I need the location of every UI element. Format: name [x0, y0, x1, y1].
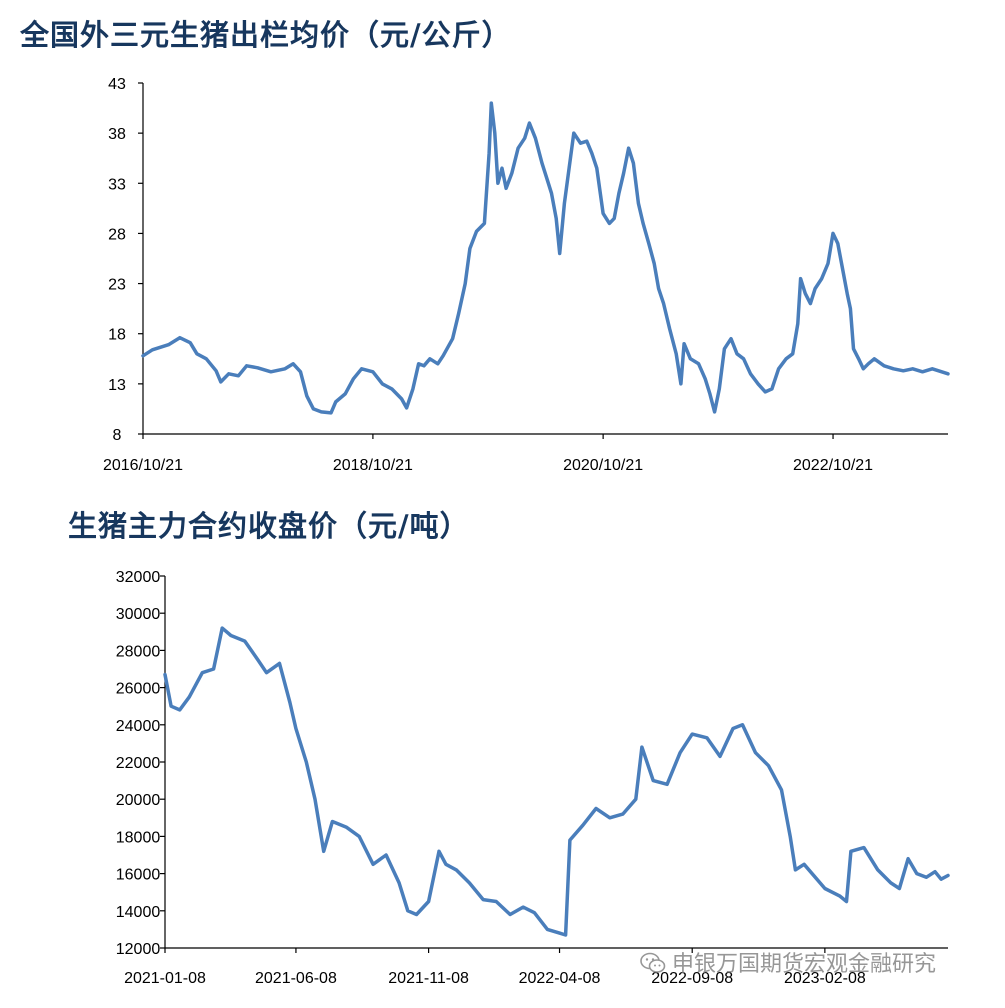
watermark-text: 申银万国期货宏观金融研究 — [672, 952, 937, 977]
y-tick-label: 33 — [108, 176, 126, 193]
y-tick-label: 30000 — [116, 606, 161, 623]
y-tick-label: 24000 — [116, 718, 161, 735]
y-tick-label: 32000 — [116, 569, 161, 586]
y-tick-label: 23 — [108, 277, 126, 294]
watermark: 申银万国期货宏观金融研究 — [640, 946, 936, 978]
x-tick-label: 2022-04-08 — [519, 970, 601, 987]
x-tick-label: 2016/10/21 — [103, 457, 183, 474]
chart2-series-line — [163, 626, 950, 937]
y-tick-label: 28 — [108, 226, 126, 243]
y-tick-label: 28000 — [116, 643, 161, 660]
y-tick-label: 38 — [108, 126, 126, 143]
x-tick-label: 2018/10/21 — [333, 457, 413, 474]
x-tick-label: 2020/10/21 — [563, 457, 643, 474]
y-tick-label: 16000 — [116, 867, 161, 884]
y-tick-label: 12000 — [116, 941, 161, 958]
y-tick-label: 22000 — [116, 755, 161, 772]
y-tick-label: 26000 — [116, 681, 161, 698]
y-tick-label: 18000 — [116, 829, 161, 846]
wechat-icon — [640, 952, 666, 973]
x-tick-label: 2023-02-08 — [784, 970, 866, 987]
chart1-title: 全国外三元生猪出栏均价（元/公斤） — [20, 18, 512, 52]
y-tick-label: 18 — [108, 327, 126, 344]
x-tick-label: 2021-01-08 — [124, 970, 206, 987]
chart1-plot: 8 13 18 23 28 33 38 43 2016/10/21 2018/10/21 2020/… — [103, 76, 950, 474]
y-tick-label: 43 — [108, 76, 126, 93]
y-tick-label: 8 — [113, 427, 122, 444]
x-tick-label: 2021-06-08 — [255, 970, 337, 987]
y-tick-label: 20000 — [116, 792, 161, 809]
chart2-title: 生猪主力合约收盘价（元/吨） — [68, 509, 470, 543]
y-tick-label: 13 — [108, 377, 126, 394]
x-tick-label: 2022/10/21 — [793, 457, 873, 474]
x-tick-label: 2021-11-08 — [388, 970, 469, 987]
y-tick-label: 14000 — [116, 904, 161, 921]
x-tick-label: 2022-09-08 — [651, 970, 733, 987]
